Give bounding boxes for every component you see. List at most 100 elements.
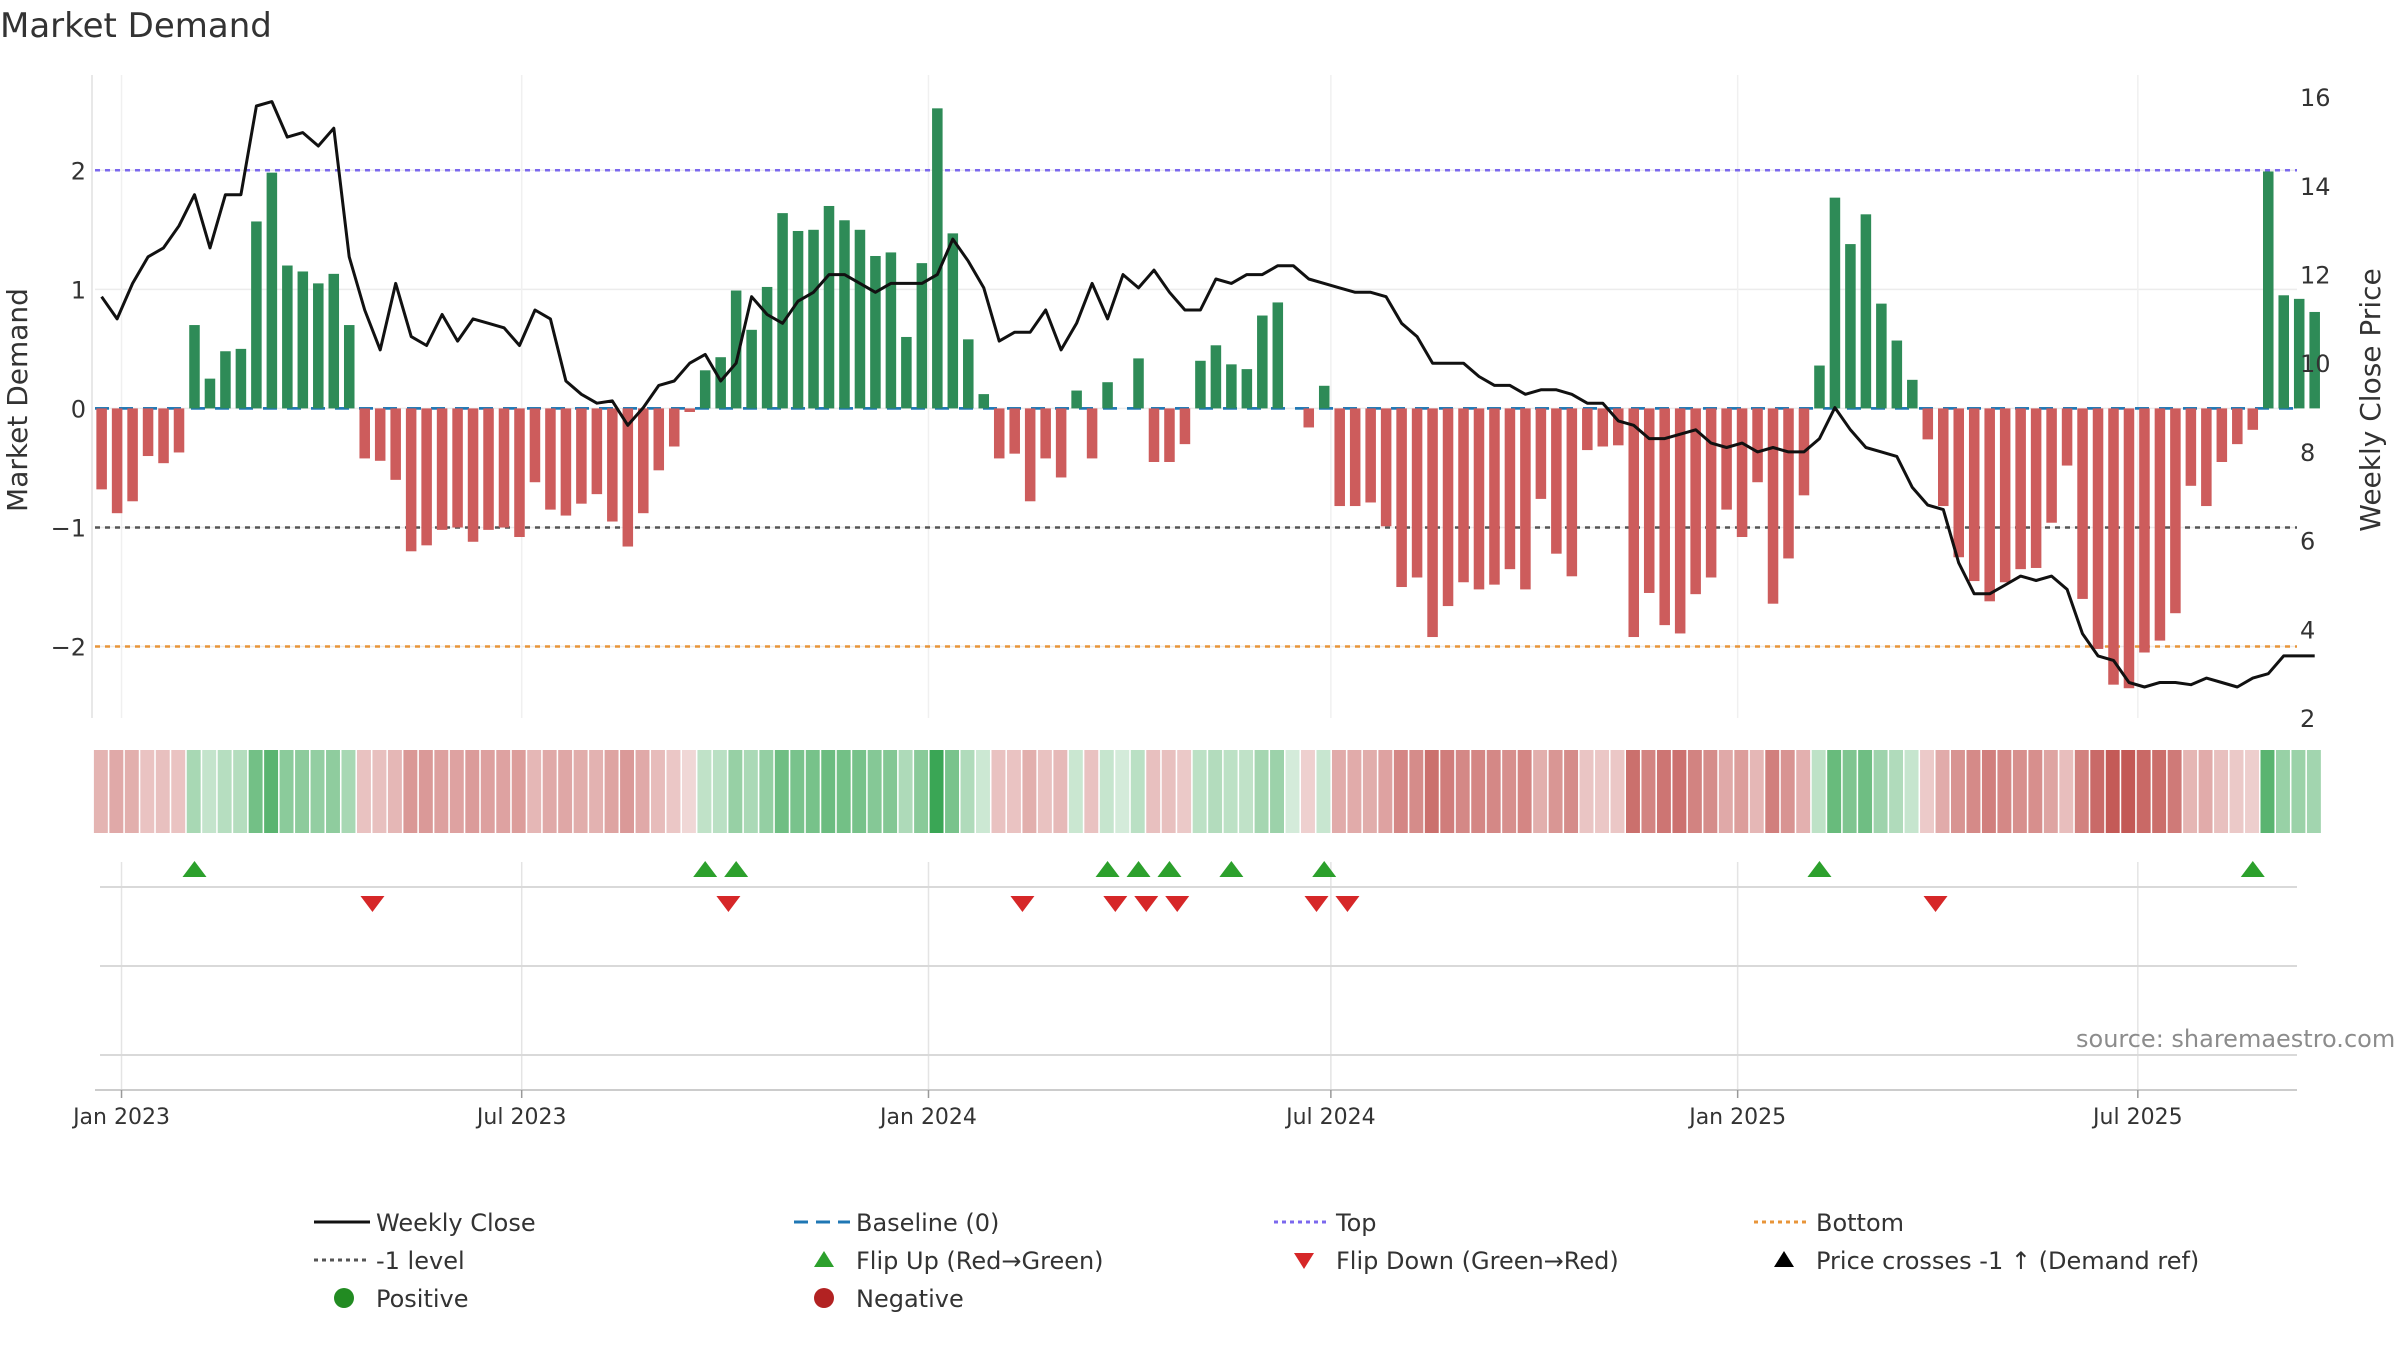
demand-bar-positive <box>189 325 200 409</box>
heatstrip-cell <box>821 750 836 833</box>
heatstrip-cell <box>1827 750 1842 833</box>
demand-bar-positive <box>1891 340 1903 409</box>
demand-bar-negative <box>158 408 169 464</box>
demand-bar-negative <box>2216 408 2228 462</box>
demand-bar-positive <box>251 221 262 409</box>
heatstrip-cell <box>1393 750 1408 833</box>
heatstrip-cell <box>1362 750 1377 833</box>
heatstrip-cell <box>465 750 480 833</box>
demand-bar-negative <box>1396 408 1407 588</box>
heatstrip-cell <box>93 750 108 833</box>
heatstrip-cell <box>1486 750 1501 833</box>
demand-bar-negative <box>2061 408 2073 466</box>
heatstrip-cell <box>1626 750 1640 833</box>
legend-label: -1 level <box>376 1247 465 1275</box>
heatstrip-cell <box>1130 750 1145 833</box>
flip-down-marker <box>1335 896 1360 912</box>
heatstrip-cell <box>1146 750 1161 833</box>
negative-dot-icon <box>814 1288 834 1308</box>
demand-bar-negative <box>1968 408 1980 582</box>
heatstrip-cell <box>511 750 526 833</box>
heatstrip-cell <box>1270 750 1284 833</box>
demand-bar-negative <box>2185 408 2197 486</box>
heatstrip-cell <box>434 750 449 833</box>
demand-bar-negative <box>1148 408 1160 462</box>
x-tick-label: Jul 2025 <box>2091 1105 2183 1130</box>
heatstrip-cell <box>1115 750 1130 833</box>
heatstrip-cell <box>2090 750 2105 833</box>
heatstrip-cell <box>202 750 217 833</box>
heatstrip-cell <box>310 750 325 833</box>
demand-bar-positive <box>1845 244 1856 409</box>
heatstrip-cell <box>1951 750 1965 833</box>
demand-bar-negative <box>111 408 123 514</box>
demand-bar-negative <box>498 408 510 528</box>
heatstrip-cell <box>1331 750 1346 833</box>
demand-bar-negative <box>142 408 154 457</box>
heatstrip-cell <box>1022 750 1037 833</box>
heatstrip-cell <box>2043 750 2058 833</box>
heatstrip-cell <box>1595 750 1609 833</box>
demand-bar-negative <box>2015 408 2026 570</box>
demand-heatstrip <box>93 750 2321 833</box>
demand-bar-negative <box>1427 408 1438 638</box>
flip-up-marker <box>724 861 749 877</box>
heatstrip-cell <box>1749 750 1764 833</box>
heatstrip-cell <box>1564 750 1579 833</box>
demand-bar-positive <box>297 271 309 409</box>
demand-bar-positive <box>1860 214 1872 409</box>
heatstrip-cell <box>1440 750 1455 833</box>
demand-bar-negative <box>1984 408 1995 602</box>
heatstrip-cell <box>527 750 542 833</box>
demand-bar-negative <box>1659 408 1670 626</box>
demand-bar-negative <box>514 408 525 538</box>
demand-bar-negative <box>1442 408 1454 607</box>
demand-bar-positive <box>761 286 773 409</box>
demand-bar-negative <box>452 408 463 528</box>
demand-bar-positive <box>932 108 943 409</box>
heatstrip-cell <box>589 750 604 833</box>
demand-bar-negative <box>993 408 1005 459</box>
flip-marker-panels <box>100 861 2297 1056</box>
heatstrip-cell <box>991 750 1006 833</box>
heatstrip-cell <box>2260 750 2275 833</box>
demand-bar-positive <box>1241 369 1253 409</box>
heatstrip-cell <box>264 750 279 833</box>
demand-bar-negative <box>2077 408 2088 599</box>
demand-bar-negative <box>1597 408 1609 447</box>
right-axis-ticks: 2 4 6 8 10 12 14 16 <box>2300 84 2331 733</box>
legend-label: Top <box>1336 1209 1377 1237</box>
demand-bar-negative <box>1380 408 1392 527</box>
demand-bar-negative <box>1055 408 1067 478</box>
demand-bar-negative <box>1086 408 1098 459</box>
x-tick-label: Jan 2024 <box>878 1105 977 1130</box>
y-axis-label: Market Demand <box>1 288 34 512</box>
demand-bar-positive <box>2309 311 2320 409</box>
demand-bar-negative <box>1705 408 1717 578</box>
flip-up-marker <box>182 861 207 877</box>
demand-bar-negative <box>1736 408 1748 538</box>
heatstrip-cell <box>1904 750 1919 833</box>
heatstrip-cell <box>914 750 929 833</box>
demand-bar-negative <box>483 408 494 530</box>
chart-title: Market Demand <box>0 6 272 46</box>
heatstrip-cell <box>2198 750 2213 833</box>
heatstrip-cell <box>2136 750 2151 833</box>
heatstrip-cell <box>1223 750 1238 833</box>
legend-label: Bottom <box>1816 1209 1905 1237</box>
heatstrip-cell <box>1239 750 1254 833</box>
flip-down-marker <box>1103 896 1128 912</box>
demand-bar-negative <box>1024 408 1036 502</box>
demand-bar-negative <box>1179 408 1191 445</box>
heatstrip-cell <box>2167 750 2182 833</box>
heatstrip-cell <box>1099 750 1114 833</box>
heatstrip-cell <box>1811 750 1826 833</box>
demand-bar-negative <box>359 408 370 459</box>
heatstrip-cell <box>1409 750 1424 833</box>
demand-bar-positive <box>313 283 324 409</box>
demand-bar-negative <box>467 408 479 542</box>
x-tick-label: Jan 2023 <box>71 1105 170 1130</box>
flip-down-marker <box>716 896 741 912</box>
demand-bar-negative <box>638 408 649 514</box>
